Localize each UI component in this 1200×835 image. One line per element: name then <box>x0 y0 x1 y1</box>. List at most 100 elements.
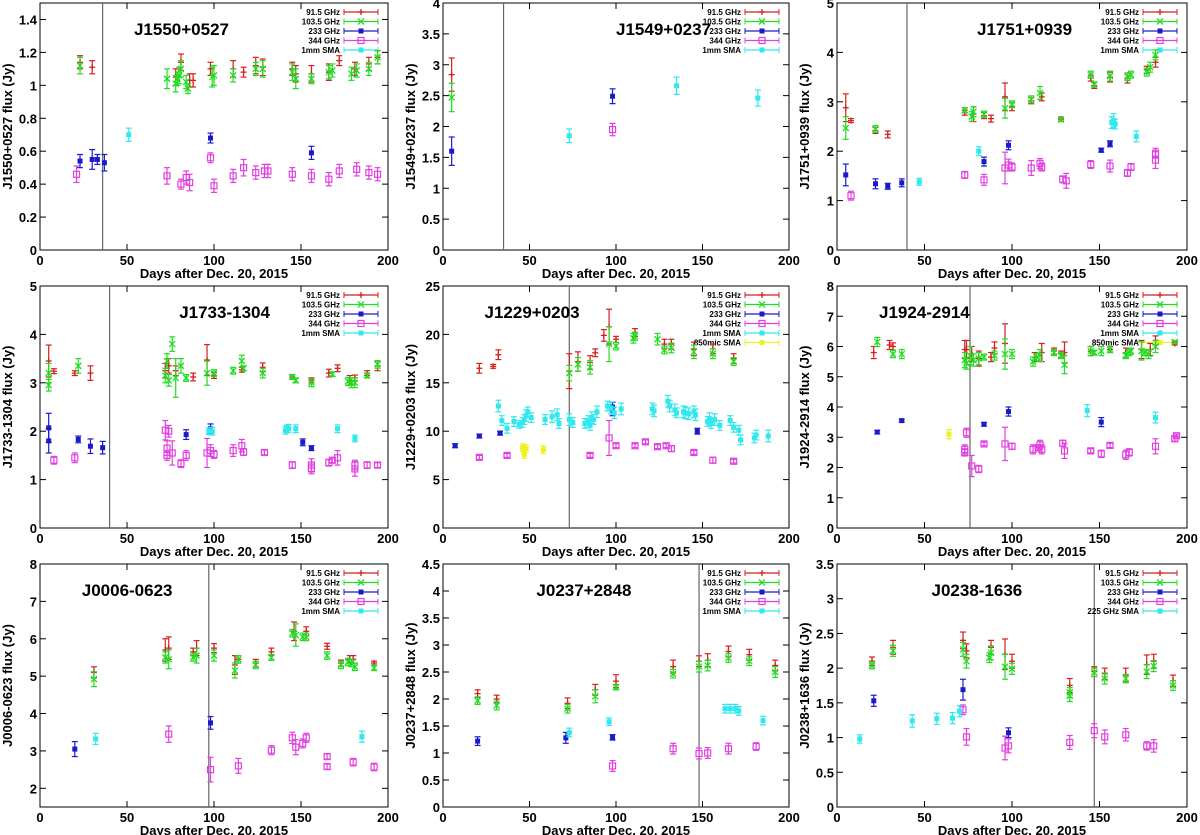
marker-filled <box>899 180 905 186</box>
marker-cross <box>325 68 333 76</box>
legend-label: 233 GHz <box>1107 27 1139 36</box>
data-point <box>1106 70 1114 82</box>
data-point <box>1050 348 1058 357</box>
marker-filled-circle <box>674 83 680 89</box>
marker-open-square <box>234 762 242 770</box>
data-point <box>590 414 597 426</box>
data-point <box>980 440 988 448</box>
series-1mm-sma <box>495 394 772 446</box>
marker-cross <box>165 376 173 384</box>
marker-filled <box>1098 419 1104 425</box>
data-point <box>292 739 300 756</box>
marker-open-square <box>307 172 316 180</box>
data-point <box>1097 345 1105 357</box>
marker-cross <box>240 364 248 372</box>
data-point <box>1027 159 1035 177</box>
data-point <box>542 414 549 426</box>
data-point <box>498 415 505 426</box>
marker-open-square <box>1156 597 1164 606</box>
marker-cross <box>868 661 876 669</box>
data-point <box>495 349 502 361</box>
data-point <box>523 444 530 454</box>
marker-cross <box>1050 349 1058 357</box>
marker-open-square <box>239 164 248 172</box>
data-point <box>1151 151 1160 170</box>
legend-label: 1mm SMA <box>301 329 340 338</box>
legend-label: 103.5 GHz <box>302 579 340 588</box>
marker-filled-circle <box>585 419 591 425</box>
marker-cross <box>565 369 573 377</box>
data-point <box>307 73 315 85</box>
data-point <box>240 364 248 372</box>
marker-open-square <box>1062 177 1070 185</box>
marker-open-square <box>325 175 333 183</box>
data-point <box>452 443 459 449</box>
marker-cross <box>1169 682 1177 689</box>
data-point <box>704 746 712 760</box>
marker-filled <box>1157 28 1163 34</box>
data-point <box>641 438 650 446</box>
data-point <box>991 350 998 361</box>
x-tick-label: 150 <box>692 810 714 825</box>
series-344-ghz <box>961 426 1181 478</box>
data-point <box>709 348 717 360</box>
data-point <box>189 653 197 662</box>
data-point <box>1107 140 1113 148</box>
legend-label: 233 GHz <box>709 588 741 597</box>
marker-filled <box>610 93 616 99</box>
marker-filled-circle <box>359 734 365 740</box>
data-point <box>711 413 718 426</box>
data-point <box>968 454 976 478</box>
marker-filled-circle <box>732 706 738 712</box>
marker-open-square <box>186 178 194 187</box>
legend-label: 103.5 GHz <box>703 579 741 588</box>
y-tick-label: 0.5 <box>422 773 440 788</box>
marker-cross <box>288 629 296 637</box>
marker-filled-circle <box>1157 340 1163 345</box>
marker-cross <box>288 68 296 76</box>
data-point <box>325 64 333 80</box>
y-tick-label: 3 <box>827 592 834 607</box>
x-tick-label: 50 <box>917 253 931 268</box>
data-point <box>77 153 84 169</box>
data-point <box>569 417 576 428</box>
marker-cross <box>1057 116 1065 124</box>
data-point <box>975 351 983 366</box>
marker-cross <box>177 65 185 73</box>
x-tick-label: 200 <box>778 253 800 268</box>
data-point <box>753 429 760 441</box>
marker-cross <box>374 53 382 61</box>
data-point <box>608 759 617 772</box>
data-point <box>163 167 171 185</box>
data-point <box>771 665 779 679</box>
data-point <box>349 757 357 767</box>
marker-filled-circle <box>857 736 863 742</box>
marker-cross <box>292 376 300 384</box>
x-tick-label: 150 <box>290 253 312 268</box>
data-point <box>292 424 299 434</box>
data-point <box>267 653 275 662</box>
data-point <box>673 407 680 419</box>
y-tick-label: 1 <box>433 746 440 761</box>
data-point <box>884 182 891 190</box>
y-tick-label: 1.4 <box>19 12 38 27</box>
marker-cross <box>745 657 753 665</box>
marker-open-square <box>1101 733 1109 741</box>
x-tick-label: 100 <box>605 253 627 268</box>
marker-cross <box>229 367 237 375</box>
marker-filled-circle <box>759 330 765 336</box>
x-tick-label: 200 <box>1176 531 1198 546</box>
data-point <box>89 148 96 170</box>
marker-open-square <box>349 758 357 766</box>
x-axis-label: Days after Dec. 20, 2015 <box>938 266 1086 281</box>
x-tick-label: 200 <box>377 810 399 825</box>
marker-cross <box>1143 668 1151 676</box>
x-tick-label: 200 <box>377 253 399 268</box>
marker-cross <box>980 110 988 118</box>
marker-cross <box>873 338 881 346</box>
y-tick-label: 2 <box>433 692 440 707</box>
y-axis-label: J1550+0527 flux (Jy) <box>0 63 15 189</box>
y-tick-label: 0.4 <box>19 177 38 192</box>
data-point <box>709 456 717 464</box>
marker-cross <box>353 67 361 74</box>
